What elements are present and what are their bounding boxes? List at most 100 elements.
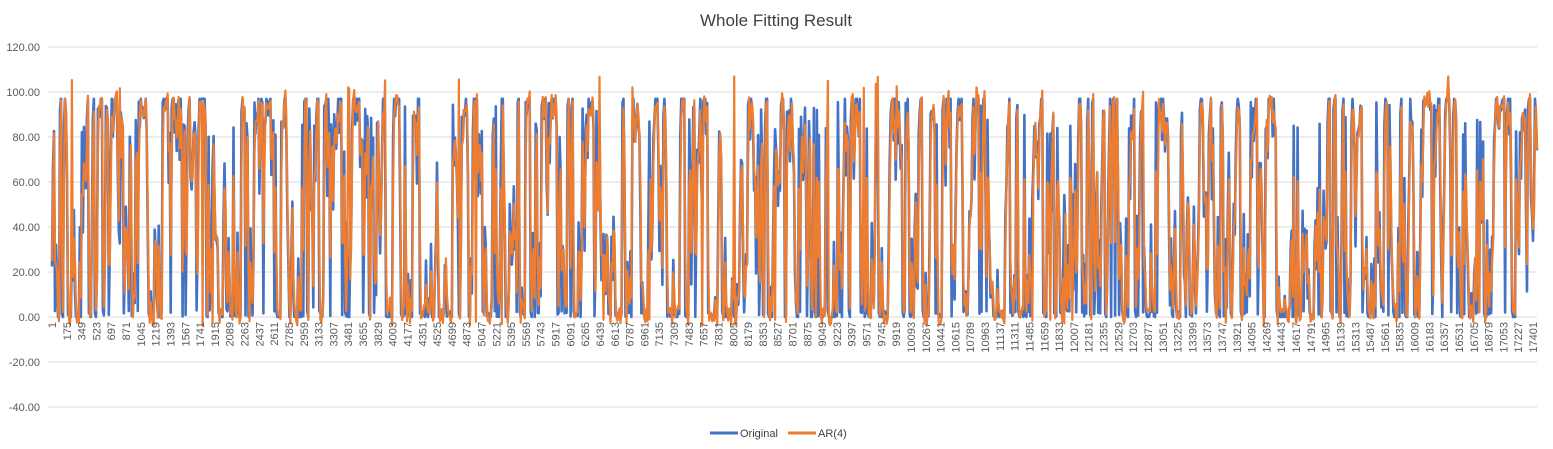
x-tick-label: 13225: [1173, 322, 1185, 353]
x-tick-label: 6613: [610, 322, 622, 346]
x-tick-label: 15313: [1350, 322, 1362, 353]
y-tick-label: 40.00: [12, 222, 40, 234]
x-tick-label: 12703: [1128, 322, 1140, 353]
x-tick-label: 14791: [1306, 322, 1318, 353]
x-tick-label: 2437: [254, 322, 266, 346]
x-tick-label: 12007: [1069, 322, 1081, 353]
x-tick-label: 2785: [284, 322, 296, 346]
x-tick-label: 4699: [447, 322, 459, 346]
y-tick-label: -40.00: [9, 402, 40, 414]
x-tick-label: 2611: [269, 322, 281, 346]
x-tick-label: 16879: [1484, 322, 1496, 353]
x-tick-label: 6961: [639, 322, 651, 346]
x-tick-label: 1219: [151, 322, 163, 346]
x-tick-label: 10093: [906, 322, 918, 353]
x-tick-label: 10615: [950, 322, 962, 353]
x-tick-label: 8875: [802, 322, 814, 346]
x-tick-label: 2263: [240, 322, 252, 346]
x-tick-label: 16009: [1410, 322, 1422, 353]
x-tick-label: 9049: [817, 322, 829, 346]
x-tick-label: 13051: [1158, 322, 1170, 353]
x-tick-label: 3133: [314, 322, 326, 346]
x-tick-label: 1: [47, 322, 59, 328]
y-axis-tick-labels: -40.00 -20.00 0.00 20.00 40.00 60.00 80.00 100.…: [6, 42, 40, 414]
x-tick-label: 523: [91, 322, 103, 340]
x-tick-label: 10963: [980, 322, 992, 353]
x-tick-label: 14443: [1276, 322, 1288, 353]
x-tick-label: 7135: [654, 322, 666, 346]
y-tick-label: -20.00: [9, 357, 40, 369]
x-tick-label: 8701: [788, 322, 800, 346]
y-tick-label: 120.00: [6, 42, 40, 54]
x-tick-label: 13921: [1232, 322, 1244, 353]
x-tick-label: 17401: [1528, 322, 1540, 353]
x-tick-label: 4525: [432, 322, 444, 346]
x-tick-label: 12355: [1099, 322, 1111, 353]
y-tick-label: 100.00: [6, 87, 40, 99]
legend: Original AR(4): [710, 428, 847, 440]
x-tick-label: 1567: [180, 322, 192, 346]
x-tick-label: 6439: [595, 322, 607, 346]
x-tick-label: 2089: [225, 322, 237, 346]
series-lines: [50, 75, 1539, 328]
x-tick-label: 5569: [521, 322, 533, 346]
x-tick-label: 17227: [1513, 322, 1525, 353]
x-tick-label: 5917: [551, 322, 563, 346]
x-tick-label: 5047: [476, 322, 488, 346]
x-tick-label: 6091: [565, 322, 577, 346]
x-tick-label: 9397: [847, 322, 859, 346]
x-tick-label: 9745: [876, 322, 888, 346]
x-tick-label: 13747: [1217, 322, 1229, 353]
x-tick-label: 175: [62, 322, 74, 340]
x-tick-label: 8527: [773, 322, 785, 346]
x-axis-tick-labels: 1 175 349 523 697 871 1045 1219 1393 1567 1741 1915…: [47, 322, 1540, 353]
y-tick-label: 80.00: [12, 132, 40, 144]
y-tick-label: 60.00: [12, 177, 40, 189]
x-tick-label: 14617: [1291, 322, 1303, 353]
x-tick-label: 15139: [1335, 322, 1347, 353]
x-tick-label: 16705: [1469, 322, 1481, 353]
x-tick-label: 7309: [669, 322, 681, 346]
x-tick-label: 3481: [343, 322, 355, 346]
x-tick-label: 9223: [832, 322, 844, 346]
x-tick-label: 8353: [758, 322, 770, 346]
x-tick-label: 871: [121, 322, 133, 340]
x-tick-label: 1393: [165, 322, 177, 346]
y-tick-label: 0.00: [19, 312, 40, 324]
x-tick-label: 1915: [210, 322, 222, 346]
chart-title: Whole Fitting Result: [700, 11, 852, 30]
x-tick-label: 697: [106, 322, 118, 340]
x-tick-label: 1045: [136, 322, 148, 346]
x-tick-label: 8005: [728, 322, 740, 346]
x-tick-label: 14269: [1261, 322, 1273, 353]
x-tick-label: 1741: [195, 322, 207, 346]
x-tick-label: 15661: [1380, 322, 1392, 353]
x-tick-label: 349: [77, 322, 89, 340]
x-tick-label: 3655: [358, 322, 370, 346]
x-tick-label: 11833: [1054, 322, 1066, 352]
x-tick-label: 12877: [1143, 322, 1155, 353]
x-tick-label: 7483: [684, 322, 696, 346]
x-tick-label: 5395: [506, 322, 518, 346]
x-tick-label: 13573: [1202, 322, 1214, 353]
series-line-ar4: [50, 75, 1539, 328]
x-tick-label: 3829: [373, 322, 385, 346]
x-tick-label: 2959: [299, 322, 311, 346]
x-tick-label: 4873: [462, 322, 474, 346]
x-tick-label: 16183: [1424, 322, 1436, 353]
x-tick-label: 8179: [743, 322, 755, 346]
x-tick-label: 11659: [1039, 322, 1051, 352]
legend-label-original: Original: [740, 428, 778, 440]
x-tick-label: 16357: [1439, 322, 1451, 353]
y-tick-label: 20.00: [12, 267, 40, 279]
x-tick-label: 6787: [625, 322, 637, 346]
x-tick-label: 12181: [1084, 322, 1096, 353]
x-tick-label: 11311: [1010, 322, 1022, 351]
x-tick-label: 5221: [491, 322, 503, 346]
x-tick-label: 9571: [862, 322, 874, 346]
x-tick-label: 14095: [1247, 322, 1259, 353]
x-tick-label: 9919: [891, 322, 903, 346]
x-tick-label: 17053: [1498, 322, 1510, 353]
